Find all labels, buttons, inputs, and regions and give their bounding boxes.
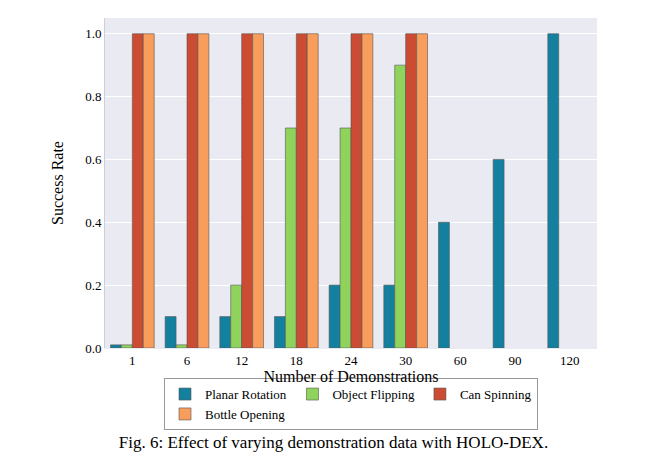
svg-text:Can Spinning: Can Spinning (460, 387, 532, 402)
svg-text:12: 12 (235, 353, 248, 368)
svg-text:30: 30 (399, 353, 412, 368)
svg-text:6: 6 (184, 353, 191, 368)
svg-text:0.2: 0.2 (85, 278, 101, 293)
svg-text:0.4: 0.4 (85, 215, 102, 230)
svg-text:1: 1 (129, 353, 136, 368)
svg-text:1.0: 1.0 (85, 26, 101, 41)
svg-text:24: 24 (345, 353, 359, 368)
svg-text:Planar Rotation: Planar Rotation (205, 387, 287, 402)
svg-text:Bottle Opening: Bottle Opening (205, 407, 285, 422)
svg-text:Number of Demonstrations: Number of Demonstrations (263, 368, 438, 385)
svg-text:Success Rate: Success Rate (49, 141, 66, 225)
svg-text:0.0: 0.0 (85, 341, 101, 356)
svg-text:Fig. 6: Effect of varying demo: Fig. 6: Effect of varying demonstration … (119, 433, 548, 452)
svg-text:90: 90 (509, 353, 522, 368)
svg-text:18: 18 (290, 353, 303, 368)
svg-text:0.6: 0.6 (85, 152, 102, 167)
svg-text:60: 60 (454, 353, 467, 368)
svg-text:120: 120 (560, 353, 580, 368)
svg-text:0.8: 0.8 (85, 89, 101, 104)
svg-text:Object Flipping: Object Flipping (332, 387, 414, 402)
